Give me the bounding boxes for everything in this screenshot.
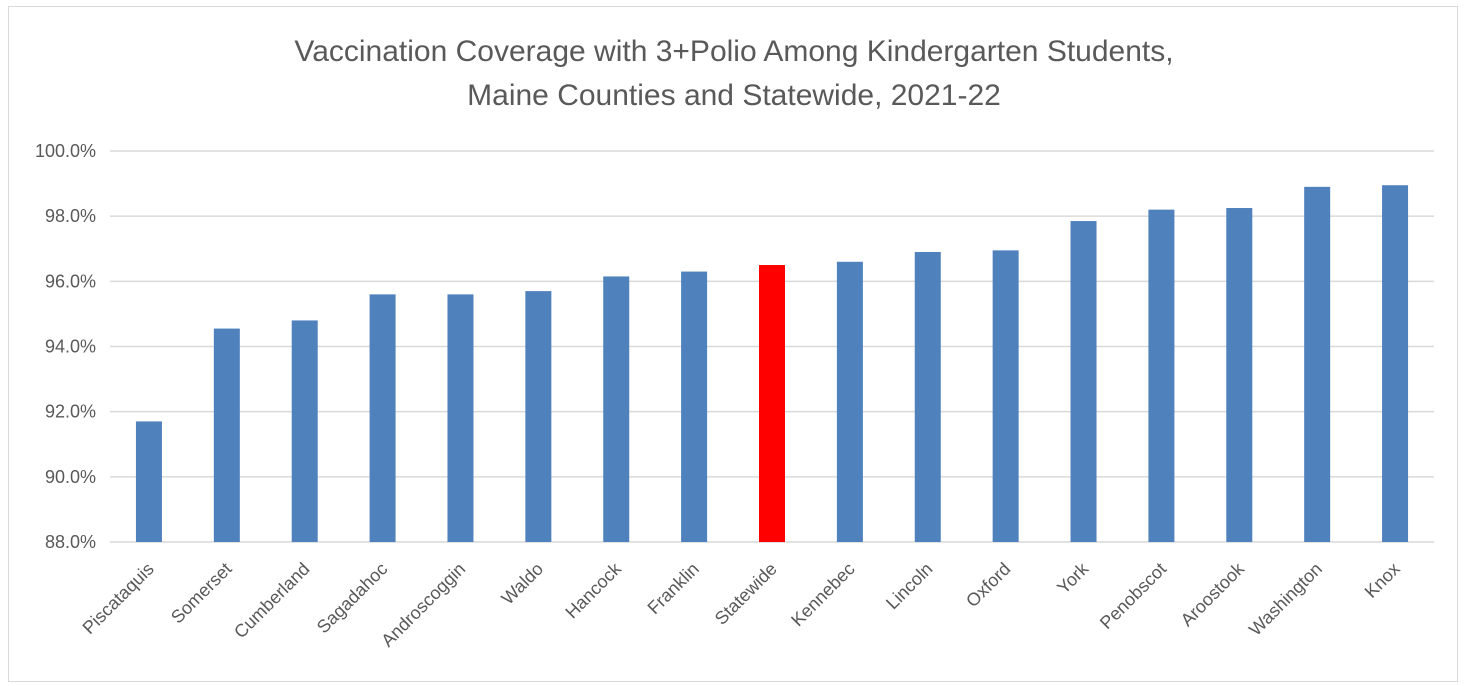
bar-washington (1304, 186, 1331, 542)
x-category-label: Lincoln (882, 559, 936, 613)
bar-piscataquis (135, 421, 162, 542)
y-tick-label: 92.0% (45, 402, 96, 422)
x-category-label: Hancock (561, 558, 625, 622)
bar-statewide (759, 265, 785, 542)
x-category-label: York (1053, 558, 1093, 598)
chart-title-line-2: Maine Counties and Statewide, 2021-22 (467, 79, 1001, 112)
y-tick-label: 96.0% (45, 271, 96, 291)
bar-aroostook (1226, 208, 1253, 543)
x-category-label: Sagadahoc (313, 559, 392, 638)
x-category-label: Knox (1361, 559, 1404, 602)
x-category-label: Kennebec (787, 559, 858, 630)
bar-waldo (525, 291, 552, 542)
bar-sagadahoc (369, 294, 396, 542)
bar-penobscot (1148, 209, 1175, 542)
chart-title-line-1: Vaccination Coverage with 3+Polio Among … (294, 35, 1174, 68)
x-category-label: Washington (1245, 559, 1326, 640)
chart-frame (8, 6, 1458, 682)
x-category-label: Franklin (644, 559, 703, 618)
y-tick-label: 98.0% (45, 206, 96, 226)
x-category-label: Somerset (167, 559, 236, 628)
chart-title: Vaccination Coverage with 3+Polio Among … (0, 30, 1468, 118)
y-tick-label: 94.0% (45, 337, 96, 357)
x-category-label: Aroostook (1177, 558, 1249, 630)
bar-cumberland (291, 320, 318, 542)
bars (135, 185, 1409, 543)
bar-kennebec (836, 261, 863, 542)
bar-androscoggin (447, 294, 474, 542)
y-tick-label: 90.0% (45, 467, 96, 487)
bar-franklin (681, 271, 708, 542)
x-category-label: Piscataquis (79, 559, 158, 638)
bar-york (1070, 221, 1097, 542)
bar-somerset (213, 328, 240, 542)
x-category-label: Oxford (962, 559, 1014, 611)
y-tick-label: 100.0% (35, 141, 96, 161)
y-axis-tick-labels: 88.0% 90.0% 92.0% 94.0% 96.0% 98.0% 100.0% (35, 141, 96, 552)
x-category-label: Androscoggin (377, 559, 469, 651)
bar-knox (1382, 185, 1409, 542)
x-category-label: Waldo (497, 559, 547, 609)
x-category-label: Statewide (711, 559, 781, 629)
bar-hancock (603, 276, 630, 542)
bar-oxford (992, 250, 1019, 543)
bar-lincoln (914, 252, 941, 542)
y-tick-label: 88.0% (45, 532, 96, 552)
x-category-label: Penobscot (1096, 559, 1170, 633)
x-category-label: Cumberland (230, 559, 313, 642)
